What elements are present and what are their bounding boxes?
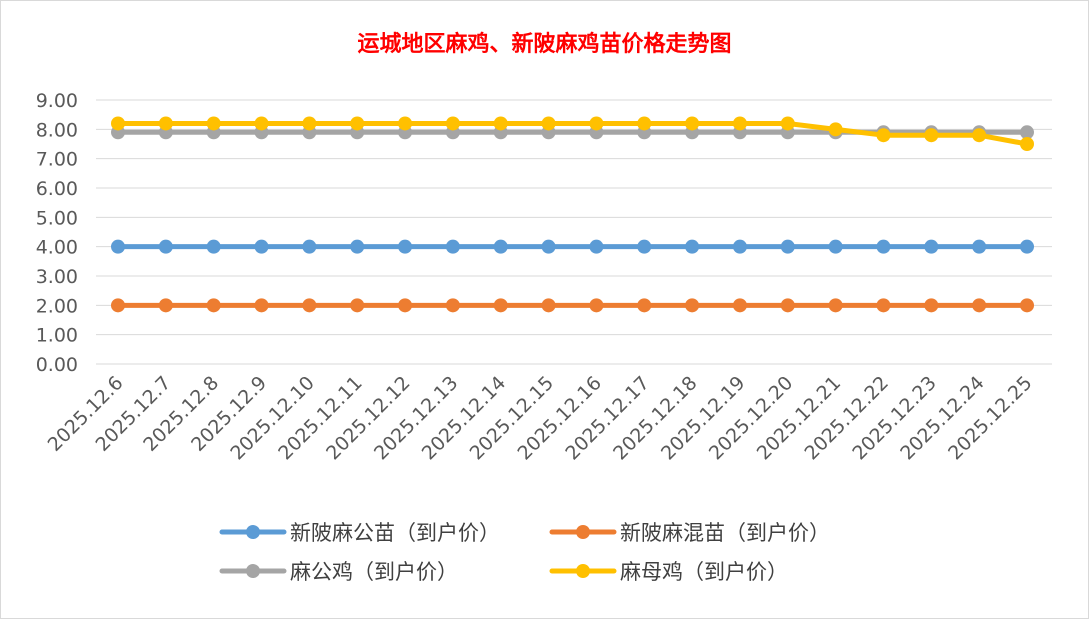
y-tick-label: 8.00 [36,119,78,141]
legend-item: 新陂麻混苗（到户价） [549,521,830,545]
data-point [158,239,173,254]
data-point [158,116,173,131]
data-point [876,128,891,143]
y-tick-label: 9.00 [36,90,78,112]
y-tick-label: 4.00 [36,237,78,259]
data-point [732,116,747,131]
x-axis-ticks: 2025.12.62025.12.72025.12.82025.12.92025… [44,372,1037,464]
data-point [637,298,652,313]
y-tick-label: 3.00 [36,266,78,288]
data-point [828,298,843,313]
data-point [302,298,317,313]
data-point [254,239,269,254]
data-point [541,116,556,131]
data-point [111,298,125,313]
data-point [493,298,508,313]
data-point [302,116,317,131]
data-point [111,239,125,254]
data-point [780,116,795,131]
y-tick-label: 1.00 [36,325,78,347]
data-point [254,116,269,131]
legend-marker [246,525,260,539]
data-point [972,128,987,143]
y-tick-label: 6.00 [36,178,78,200]
data-point [1020,239,1034,254]
legend-label: 新陂麻公苗（到户价） [290,521,500,545]
data-point [350,239,365,254]
data-point [685,298,700,313]
series-line [115,120,1030,147]
data-point [254,298,269,313]
data-point [206,116,221,131]
legend-item: 麻公鸡（到户价） [219,560,458,584]
data-point [206,239,221,254]
data-point [541,239,556,254]
data-point [876,298,891,313]
legend-marker [246,564,260,578]
data-point [589,116,604,131]
data-point [302,239,317,254]
data-point [493,239,508,254]
data-point [924,128,939,143]
y-tick-label: 5.00 [36,207,78,229]
legend-label: 麻母鸡（到户价） [620,560,788,584]
data-point [398,116,413,131]
data-point [637,116,652,131]
data-point [541,298,556,313]
legend-marker [576,525,590,539]
data-point [493,116,508,131]
data-point [1020,125,1034,140]
legend-label: 麻公鸡（到户价） [290,560,458,584]
data-point [398,298,413,313]
data-point [206,298,221,313]
data-point [876,239,891,254]
series-4 [111,116,1034,151]
data-point [828,239,843,254]
data-point [350,116,365,131]
y-tick-label: 0.00 [36,354,78,376]
data-point [1020,298,1034,313]
y-axis-ticks: 0.00 1.00 2.00 3.00 4.00 5.00 6.00 7.00 8.00 9.00 [36,90,78,376]
data-point [732,298,747,313]
data-point [924,298,939,313]
legend: 新陂麻公苗（到户价） 新陂麻混苗（到户价） 麻公鸡（到户价） 麻母鸡（到户价） [219,521,830,584]
data-point [398,239,413,254]
data-point [1020,137,1034,151]
data-point [685,239,700,254]
data-point [589,239,604,254]
data-point [972,239,987,254]
data-point [780,239,795,254]
data-point [924,239,939,254]
legend-marker [576,564,590,578]
gridlines [96,99,1052,365]
data-point [828,122,843,137]
data-point [589,298,604,313]
data-point [111,116,125,131]
y-tick-label: 2.00 [36,295,78,317]
data-point [972,298,987,313]
series-2 [111,298,1034,313]
data-point [158,298,173,313]
chart-title: 运城地区麻鸡、新陂麻鸡苗价格走势图 [357,31,732,57]
data-point [445,298,460,313]
data-point [350,298,365,313]
series-1 [111,239,1034,254]
data-point [445,239,460,254]
series-lines [111,116,1034,313]
legend-item: 麻母鸡（到户价） [549,560,788,584]
data-point [780,298,795,313]
data-point [685,116,700,131]
legend-item: 新陂麻公苗（到户价） [219,521,500,545]
data-point [445,116,460,131]
legend-label: 新陂麻混苗（到户价） [620,521,830,545]
y-tick-label: 7.00 [36,149,78,171]
data-point [637,239,652,254]
data-point [732,239,747,254]
